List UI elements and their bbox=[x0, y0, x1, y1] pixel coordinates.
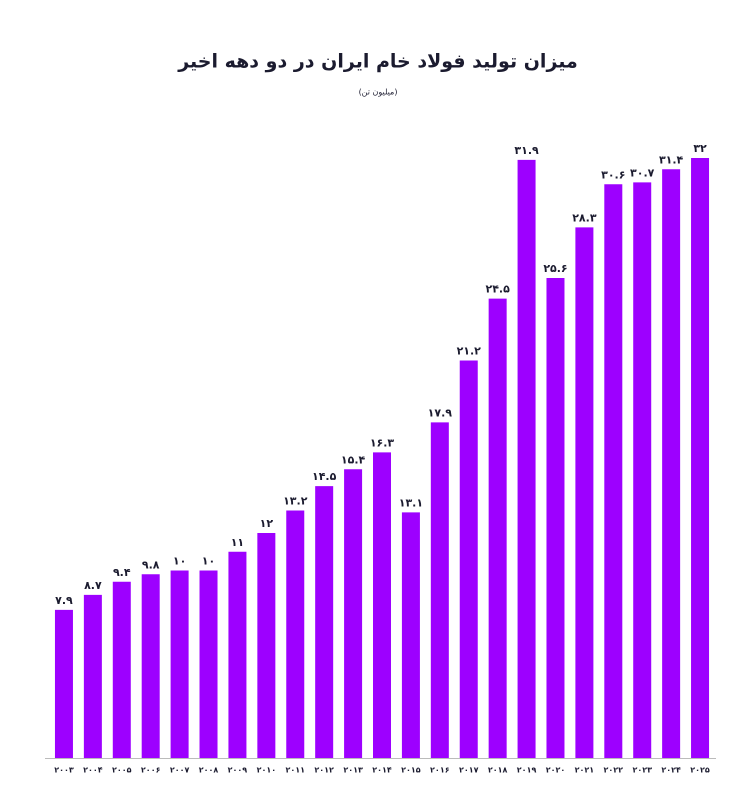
bar bbox=[199, 570, 218, 758]
bar bbox=[83, 594, 102, 758]
x-tick-label: ۲۰۱۷ bbox=[459, 766, 479, 775]
bar bbox=[257, 533, 276, 758]
value-label: ۹.۴ bbox=[113, 566, 131, 579]
x-tick-label: ۲۰۰۳ bbox=[54, 766, 74, 775]
value-label: ۱۳.۱ bbox=[399, 496, 423, 509]
x-tick-label: ۲۰۲۵ bbox=[690, 766, 710, 775]
x-tick-label: ۲۰۲۰ bbox=[546, 766, 566, 775]
x-tick-label: ۲۰۱۴ bbox=[372, 766, 392, 775]
value-label: ۱۳.۲ bbox=[283, 495, 308, 508]
value-label: ۱۵.۴ bbox=[341, 453, 366, 466]
x-tick-label: ۲۰۰۴ bbox=[83, 766, 103, 775]
value-label: ۱۶.۳ bbox=[370, 436, 395, 449]
value-label: ۳۲ bbox=[693, 142, 707, 155]
x-tick-label: ۲۰۰۶ bbox=[141, 766, 161, 775]
x-tick-label: ۲۰۱۸ bbox=[488, 766, 508, 775]
value-label: ۲۱.۲ bbox=[457, 345, 482, 358]
bar bbox=[604, 184, 623, 758]
bar bbox=[286, 510, 305, 758]
chart-title: میزان تولید فولاد خام ایران در دو دهه اخ… bbox=[177, 51, 578, 73]
bar bbox=[691, 158, 710, 758]
value-label: ۱۷.۹ bbox=[428, 406, 453, 419]
x-tick-label: ۲۰۱۱ bbox=[285, 766, 305, 775]
bar bbox=[546, 278, 565, 758]
x-tick-label: ۲۰۱۵ bbox=[401, 766, 421, 775]
value-label: ۹.۸ bbox=[142, 558, 160, 571]
value-label: ۷.۹ bbox=[55, 594, 73, 607]
x-tick-label: ۲۰۱۹ bbox=[517, 766, 537, 775]
x-tick-label: ۲۰۰۷ bbox=[170, 766, 190, 775]
bar bbox=[141, 574, 160, 758]
value-label: ۸.۷ bbox=[84, 579, 102, 592]
bar bbox=[633, 182, 652, 758]
value-label: ۳۱.۹ bbox=[514, 144, 539, 157]
value-label: ۱۴.۵ bbox=[312, 470, 337, 483]
bar bbox=[488, 298, 507, 758]
bar bbox=[170, 570, 189, 758]
value-label: ۲۸.۳ bbox=[572, 211, 597, 224]
x-tick-label: ۲۰۰۹ bbox=[228, 766, 248, 775]
value-label: ۱۰ bbox=[173, 555, 186, 568]
bar bbox=[517, 159, 536, 758]
value-label: ۳۰.۶ bbox=[601, 168, 625, 181]
x-tick-label: ۲۰۲۲ bbox=[604, 766, 624, 775]
bar bbox=[315, 486, 334, 758]
value-label: ۱۰ bbox=[202, 555, 215, 568]
x-tick-label: ۲۰۱۳ bbox=[343, 766, 363, 775]
bar bbox=[228, 551, 247, 758]
bar bbox=[373, 452, 391, 758]
bar bbox=[54, 609, 73, 758]
x-tick-label: ۲۰۰۵ bbox=[112, 766, 132, 775]
bar bbox=[112, 581, 131, 758]
bar bbox=[662, 169, 681, 758]
bar bbox=[401, 512, 420, 758]
bar bbox=[459, 360, 478, 758]
x-tick-label: ۲۰۱۲ bbox=[314, 766, 334, 775]
value-label: ۲۴.۵ bbox=[485, 283, 510, 296]
value-label: ۳۱.۴ bbox=[659, 153, 684, 166]
bar bbox=[575, 227, 594, 758]
x-tick-label: ۲۰۱۰ bbox=[257, 766, 277, 775]
chart-subtitle: (میلیون تن) bbox=[359, 88, 398, 97]
value-label: ۳۰.۷ bbox=[630, 166, 655, 179]
x-tick-label: ۲۰۲۴ bbox=[661, 766, 681, 775]
value-label: ۱۱ bbox=[231, 536, 244, 549]
x-tick-label: ۲۰۰۸ bbox=[199, 766, 219, 775]
value-label: ۱۲ bbox=[260, 517, 274, 530]
value-label: ۲۵.۶ bbox=[543, 262, 567, 275]
bar bbox=[344, 469, 363, 758]
x-tick-label: ۲۰۱۶ bbox=[430, 766, 450, 775]
x-tick-label: ۲۰۲۱ bbox=[575, 766, 595, 775]
x-tick-label: ۲۰۲۳ bbox=[632, 766, 652, 775]
bar bbox=[430, 422, 449, 758]
